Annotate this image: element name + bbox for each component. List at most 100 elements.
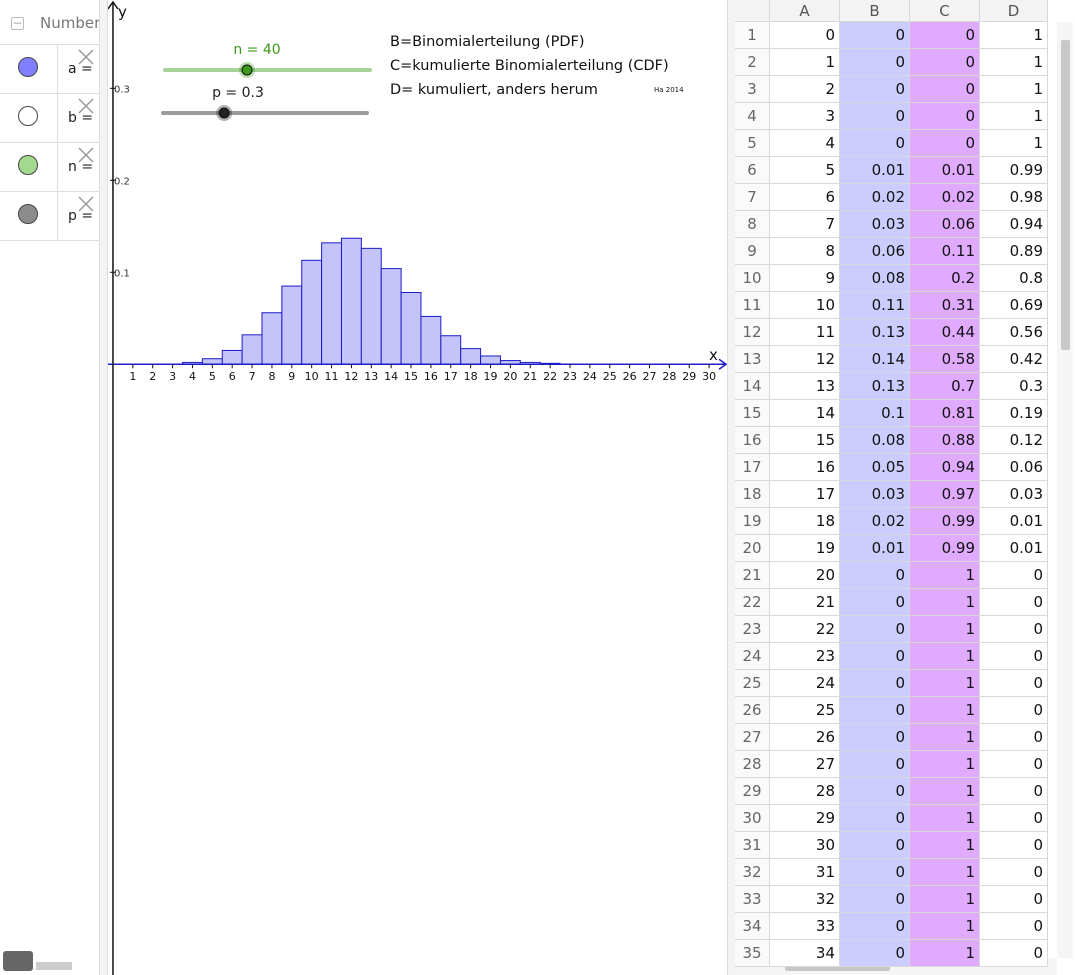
cell[interactable]: 0 (910, 130, 980, 157)
cell[interactable]: 1 (910, 751, 980, 778)
delete-button[interactable] (78, 98, 94, 114)
cell[interactable]: 32 (770, 886, 840, 913)
cell[interactable]: 0.13 (840, 319, 910, 346)
cell[interactable]: 0.88 (910, 427, 980, 454)
cell[interactable]: 0 (840, 913, 910, 940)
cell[interactable]: 1 (910, 832, 980, 859)
cell[interactable]: 0.03 (840, 481, 910, 508)
delete-button[interactable] (78, 49, 94, 65)
delete-button[interactable] (78, 196, 94, 212)
scroll-thumb[interactable] (1061, 40, 1070, 350)
cell[interactable]: 0 (980, 724, 1048, 751)
slider-point-core[interactable] (241, 64, 253, 76)
cell[interactable]: 0.94 (910, 454, 980, 481)
cell[interactable]: 0.99 (980, 157, 1048, 184)
cell[interactable]: 0 (840, 49, 910, 76)
cell[interactable]: 0 (770, 22, 840, 49)
cell[interactable]: 1 (980, 22, 1048, 49)
cell[interactable]: 1 (770, 49, 840, 76)
cell[interactable]: 0.69 (980, 292, 1048, 319)
cell[interactable]: 18 (770, 508, 840, 535)
cell[interactable]: 0.94 (980, 211, 1048, 238)
cell[interactable]: 0 (980, 940, 1048, 967)
cell[interactable]: 0.02 (910, 184, 980, 211)
cell[interactable]: 0 (980, 832, 1048, 859)
cell[interactable]: 0 (840, 751, 910, 778)
cell[interactable]: 0 (840, 616, 910, 643)
cell[interactable]: 22 (770, 616, 840, 643)
cell[interactable]: 20 (770, 562, 840, 589)
cell[interactable]: 12 (770, 346, 840, 373)
cell[interactable]: 17 (770, 481, 840, 508)
visibility-toggle[interactable] (18, 106, 38, 126)
cell[interactable]: 0.01 (980, 535, 1048, 562)
cell[interactable]: 0 (980, 805, 1048, 832)
cell[interactable]: 21 (770, 589, 840, 616)
cell[interactable]: 7 (770, 211, 840, 238)
cell[interactable]: 0.42 (980, 346, 1048, 373)
cell[interactable]: 0.08 (840, 265, 910, 292)
slider-point-core[interactable] (218, 107, 230, 119)
cell[interactable]: 0.12 (980, 427, 1048, 454)
cell[interactable]: 0.56 (980, 319, 1048, 346)
cell[interactable]: 0.08 (840, 427, 910, 454)
algebra-scrollbar[interactable] (36, 962, 72, 970)
cell[interactable]: 0.03 (840, 211, 910, 238)
cell[interactable]: 0.44 (910, 319, 980, 346)
cell[interactable]: 0.01 (980, 508, 1048, 535)
cell[interactable]: 0 (980, 589, 1048, 616)
cell[interactable]: 9 (770, 265, 840, 292)
cell[interactable]: 0 (840, 103, 910, 130)
cell[interactable]: 0.13 (840, 373, 910, 400)
cell[interactable]: 14 (770, 400, 840, 427)
cell[interactable]: 0 (980, 859, 1048, 886)
visibility-toggle[interactable] (18, 155, 38, 175)
splitter[interactable] (727, 0, 735, 975)
cell[interactable]: 1 (910, 805, 980, 832)
cell[interactable]: 0.3 (980, 373, 1048, 400)
cell[interactable]: 34 (770, 940, 840, 967)
cell[interactable]: 4 (770, 130, 840, 157)
cell[interactable]: 28 (770, 778, 840, 805)
cell[interactable]: 0 (840, 832, 910, 859)
cell[interactable]: 6 (770, 184, 840, 211)
cell[interactable]: 0 (840, 778, 910, 805)
cell[interactable]: 29 (770, 805, 840, 832)
cell[interactable]: 13 (770, 373, 840, 400)
cell[interactable]: 0 (840, 886, 910, 913)
cell[interactable]: 0.99 (910, 535, 980, 562)
cell[interactable]: 0 (840, 859, 910, 886)
cell[interactable]: 0.03 (980, 481, 1048, 508)
cell[interactable]: 0 (980, 751, 1048, 778)
cell[interactable]: 0.02 (840, 508, 910, 535)
cell[interactable]: 0.31 (910, 292, 980, 319)
cell[interactable]: 0.97 (910, 481, 980, 508)
cell[interactable]: 15 (770, 427, 840, 454)
cell[interactable]: 24 (770, 670, 840, 697)
cell[interactable]: 0.98 (980, 184, 1048, 211)
cell[interactable]: 0 (840, 940, 910, 967)
cell[interactable]: 1 (980, 49, 1048, 76)
cell[interactable]: 0 (980, 778, 1048, 805)
cell[interactable]: 1 (910, 616, 980, 643)
cell[interactable]: 0.58 (910, 346, 980, 373)
cell[interactable]: 1 (910, 670, 980, 697)
cell[interactable]: 0 (840, 670, 910, 697)
cell[interactable]: 0 (980, 562, 1048, 589)
keyboard-button[interactable] (3, 951, 33, 971)
cell[interactable]: 0 (980, 643, 1048, 670)
cell[interactable]: 1 (910, 562, 980, 589)
cell[interactable]: 0.05 (840, 454, 910, 481)
cell[interactable]: 0.02 (840, 184, 910, 211)
cell[interactable]: 0 (840, 724, 910, 751)
cell[interactable]: 1 (980, 130, 1048, 157)
visibility-toggle[interactable] (18, 57, 38, 77)
cell[interactable]: 0.19 (980, 400, 1048, 427)
cell[interactable]: 1 (910, 913, 980, 940)
cell[interactable]: 25 (770, 697, 840, 724)
cell[interactable]: 1 (910, 940, 980, 967)
cell[interactable]: 0 (840, 130, 910, 157)
cell[interactable]: 0.01 (840, 535, 910, 562)
cell[interactable]: 0 (840, 22, 910, 49)
cell[interactable]: 30 (770, 832, 840, 859)
